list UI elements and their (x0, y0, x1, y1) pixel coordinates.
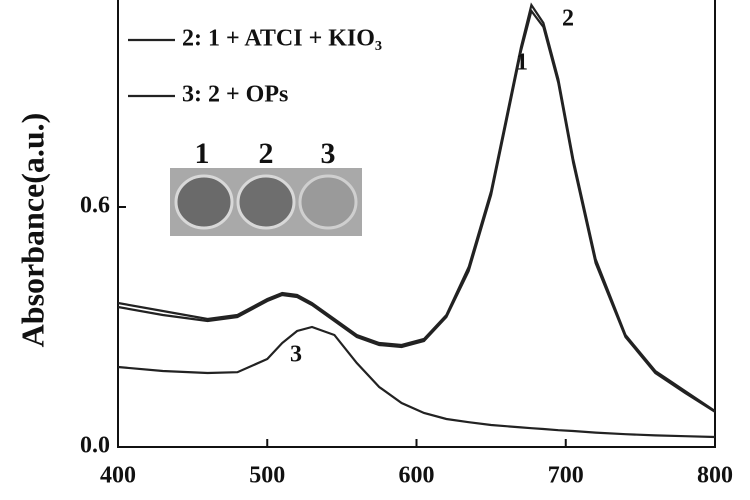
y-tick-label: 0.0 (80, 433, 110, 459)
inset-label: 1 (195, 137, 210, 170)
inset-label: 2 (259, 137, 274, 170)
x-tick-label: 500 (249, 463, 285, 489)
series-line (117, 2, 716, 412)
curve-label: 2 (562, 6, 574, 32)
x-tick-label: 600 (399, 463, 435, 489)
legend-label: 3: 2 + OPs (182, 82, 288, 108)
y-tick-label: 0.6 (80, 193, 110, 219)
inset-label: 3 (321, 137, 336, 170)
x-tick-label: 700 (548, 463, 584, 489)
curve-label: 1 (516, 50, 528, 76)
legend-label: 2: 1 + ATCI + KIO₃ (182, 26, 382, 52)
y-axis-label: Absorbance(a.u.) (14, 113, 50, 348)
series-line (117, 325, 716, 439)
x-tick-label: 400 (100, 463, 136, 489)
inset-photo (170, 168, 362, 236)
x-tick-label: 800 (697, 463, 733, 489)
curve-label: 3 (290, 342, 302, 368)
